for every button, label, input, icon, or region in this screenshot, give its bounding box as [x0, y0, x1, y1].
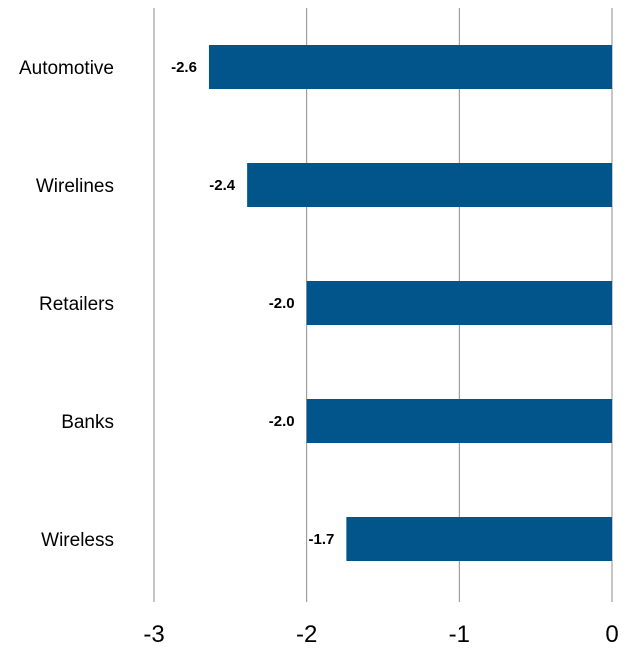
- data-label: -1.7: [309, 531, 335, 548]
- bar-wirelines: [247, 163, 612, 207]
- category-label: Automotive: [19, 58, 114, 79]
- bar-banks: [307, 399, 612, 443]
- x-tick-label: 0: [605, 621, 618, 648]
- data-label: -2.6: [171, 59, 197, 76]
- category-label: Wirelines: [36, 176, 114, 197]
- category-label: Banks: [61, 412, 114, 433]
- x-axis-tick-labels: -3 -2 -1 0: [143, 621, 618, 648]
- category-labels: Automotive Wirelines Retailers Banks Wireles…: [19, 58, 114, 551]
- category-label: Wireless: [41, 530, 114, 551]
- data-label: -2.4: [209, 177, 236, 194]
- data-label: -2.0: [269, 295, 295, 312]
- bar-automotive: [209, 45, 612, 89]
- x-tick-label: -2: [296, 621, 317, 648]
- data-label: -2.0: [269, 413, 295, 430]
- bar-wireless: [346, 517, 612, 561]
- category-label: Retailers: [39, 294, 114, 315]
- bar-retailers: [307, 281, 612, 325]
- x-tick-label: -3: [143, 621, 164, 648]
- x-tick-label: -1: [449, 621, 470, 648]
